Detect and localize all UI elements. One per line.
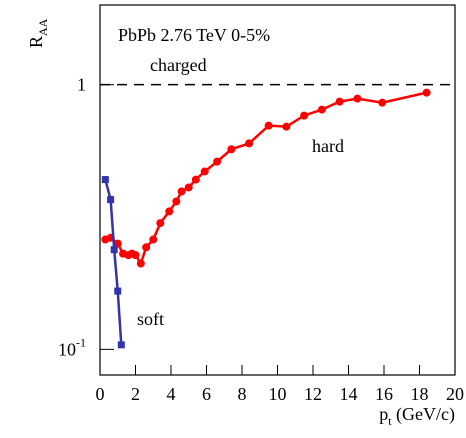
annotation: hard [312,136,344,156]
data-point [213,157,222,166]
data-point [165,207,174,216]
y-label-sub: AA [36,18,50,36]
x-tick-label: 12 [304,384,322,404]
data-point [245,139,254,148]
data-point [107,196,115,204]
annotation: PbPb 2.76 TeV 0-5% [118,25,270,45]
y-tick-label: 1 [77,75,86,95]
data-point [353,94,362,103]
data-point [184,183,193,192]
data-point [317,105,326,114]
annotation: soft [137,309,164,329]
x-tick-label: 14 [340,384,358,404]
data-point [200,167,209,176]
x-tick-label: 20 [446,384,464,404]
data-point [113,239,122,248]
annotation: charged [150,55,207,75]
y-axis-label: RAA [26,18,50,48]
data-point [117,341,125,349]
data-point [149,235,158,244]
y-tick-label-main: 1 [77,75,86,95]
data-point [378,98,387,107]
data-point [114,287,122,295]
x-label-rest: (GeV/c) [392,404,455,425]
x-tick-label: 0 [96,384,105,404]
data-point [335,97,344,106]
data-point [172,197,181,206]
data-point [422,88,431,97]
data-point [177,187,186,196]
x-tick-label: 4 [167,384,176,404]
y-tick-label: 10-1 [58,335,86,359]
plot-area [101,88,431,349]
data-point [282,122,291,131]
data-point [101,176,109,184]
x-tick-label: 18 [411,384,429,404]
series-line [104,179,123,345]
data-point [136,259,145,268]
x-tick-label: 10 [269,384,287,404]
data-point [131,251,140,260]
data-point [227,145,236,154]
data-point [191,175,200,184]
data-point [300,111,309,120]
x-axis-label: pt (GeV/c) [379,404,455,428]
data-point [264,121,273,130]
data-point [110,246,118,254]
x-tick-label: 16 [375,384,393,404]
y-tick-label-main: 10 [58,339,76,359]
x-tick-label: 2 [131,384,140,404]
y-tick-label-exp: -1 [76,335,86,349]
x-tick-label: 8 [238,384,247,404]
x-label-main: p [379,404,388,424]
x-tick-label: 6 [202,384,211,404]
x-label-sub: t [388,414,392,428]
y-label-main: R [26,36,46,48]
data-point [156,219,165,228]
data-point [142,243,151,252]
